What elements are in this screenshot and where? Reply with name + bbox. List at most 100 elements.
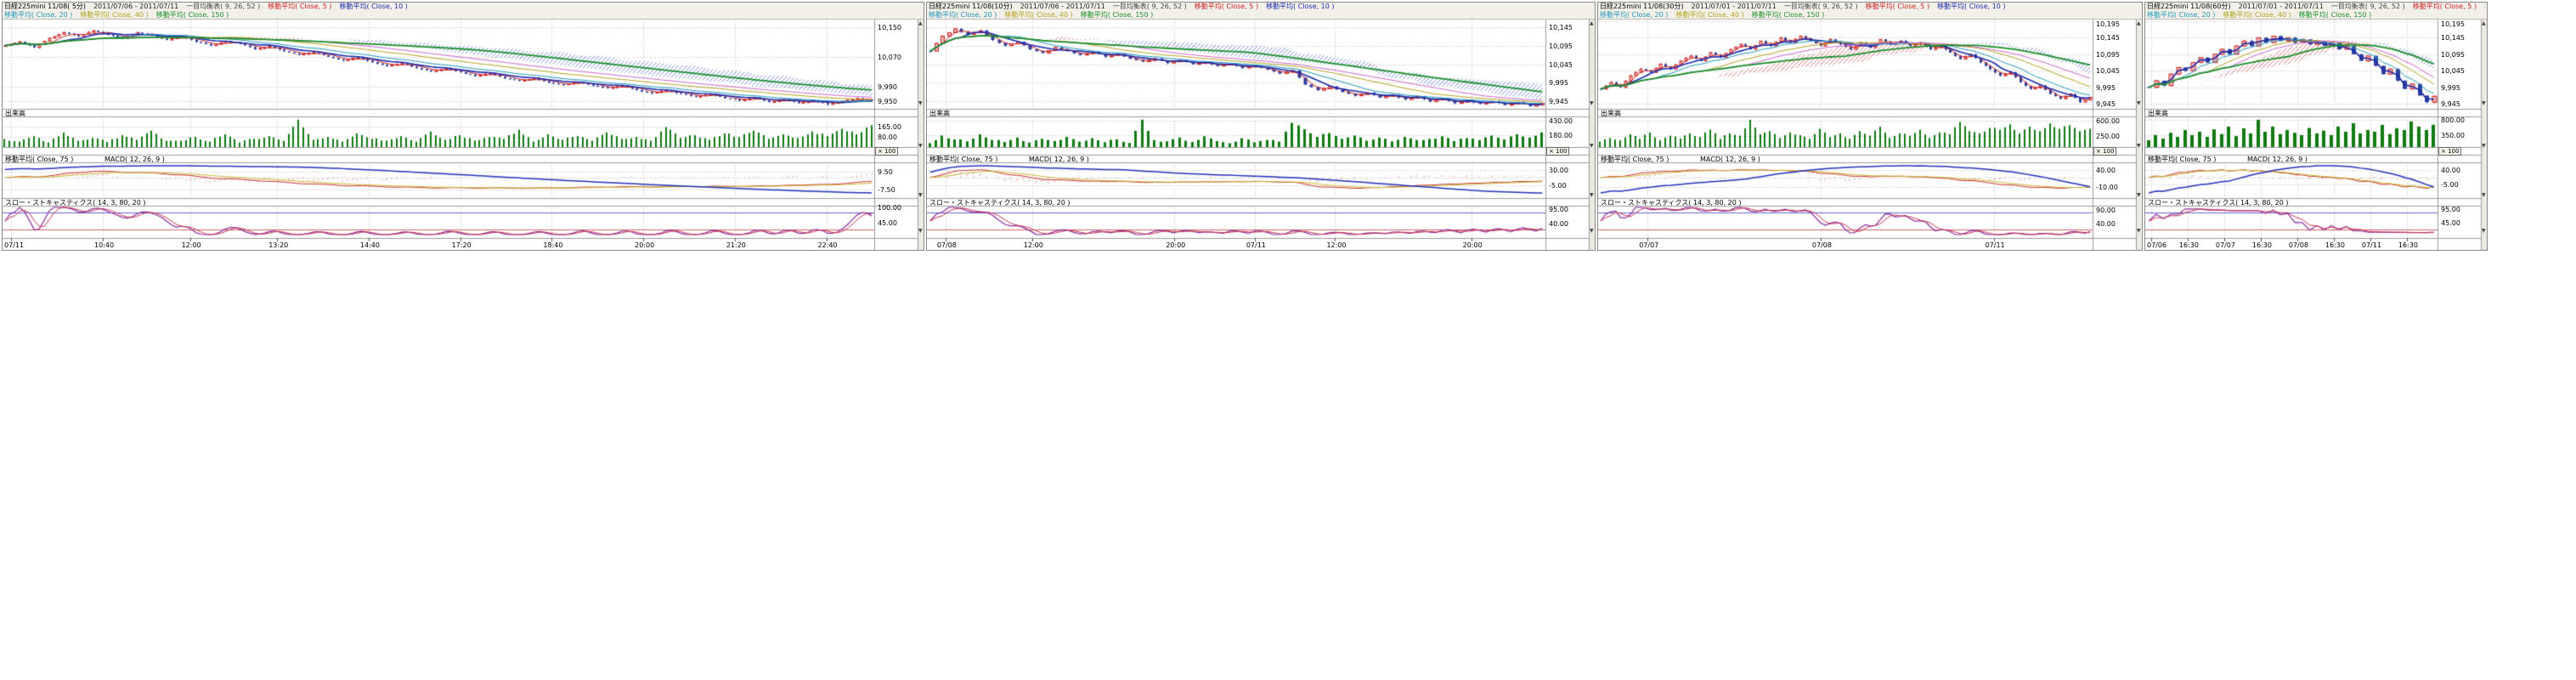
volume-section-label: 出来高	[5, 110, 25, 117]
legend-item: 移動平均( Close, 10 )	[2484, 3, 2485, 11]
scroll-down-icon[interactable]: ▼	[2482, 192, 2486, 198]
scroll-up-icon[interactable]: ▲	[918, 20, 923, 26]
chart-date-range: 2011/07/06 - 2011/07/11	[1020, 3, 1105, 10]
volume-axis-tick: 80.00	[878, 133, 897, 142]
legend-item: 移動平均( Close, 40 )	[1675, 11, 1744, 19]
time-axis-tick: 20:00	[635, 241, 655, 249]
time-axis-tick: 10:40	[93, 241, 115, 249]
scroll-up-icon[interactable]: ▲	[2482, 20, 2486, 26]
price-axis-tick: 9,945	[1549, 98, 1568, 106]
header-row-2: 移動平均( Close, 20 ) 移動平均( Close, 40 ) 移動平均( …	[4, 11, 922, 19]
price-chart-canvas[interactable]	[1598, 20, 2142, 250]
price-chart-canvas[interactable]	[3, 20, 924, 250]
chart-date-range: 2011/07/06 - 2011/07/11	[93, 3, 179, 10]
price-chart-canvas[interactable]	[927, 20, 1595, 250]
time-axis-tick: 17:20	[451, 241, 472, 249]
header-row-2: 移動平均( Close, 20 ) 移動平均( Close, 40 ) 移動平均( …	[929, 11, 1593, 19]
stochastics-section-label: スロー・ストキャスティクス( 14, 3, 80, 20 )	[5, 199, 146, 207]
price-axis-tick: 9,945	[2441, 100, 2460, 109]
scroll-down-icon[interactable]: ▼	[2137, 100, 2141, 106]
legend-item: 移動平均( Close, 5 )	[2412, 3, 2477, 10]
scroll-down-icon[interactable]: ▼	[2137, 143, 2141, 149]
volume-axis-tick: 350.00	[2441, 131, 2465, 139]
scroll-down-icon[interactable]: ▼	[1590, 192, 1594, 198]
legend-item: 移動平均( Close, 10 )	[1266, 3, 1335, 10]
scroll-down-icon[interactable]: ▼	[2137, 192, 2141, 198]
legend-item: 一目均衡表( 9, 26, 52 )	[1112, 3, 1187, 10]
stochastics-axis-tick: 90.00	[2096, 207, 2116, 215]
scroll-down-icon[interactable]: ▼	[2482, 100, 2486, 106]
scroll-down-icon[interactable]: ▼	[918, 143, 923, 149]
time-axis-tick: 07/08	[2288, 241, 2308, 249]
time-axis-tick: 13:20	[268, 241, 289, 249]
macd-section-label: MACD( 12, 26, 9 )	[1700, 156, 1760, 163]
macd-axis-tick: 40.00	[2441, 167, 2460, 175]
stochastics-section-label: スロー・ストキャスティクス( 14, 3, 80, 20 )	[929, 199, 1071, 207]
scroll-up-icon[interactable]: ▲	[2137, 20, 2141, 26]
scroll-down-icon[interactable]: ▼	[2137, 228, 2141, 234]
macd-section-label-ma: 移動平均( Close, 75 )	[2148, 156, 2217, 163]
legend-item: 移動平均( Close, 20 )	[4, 11, 73, 19]
chart-panel-10min: 日経225mini 11/08(10分) 2011/07/06 - 2011/07…	[926, 2, 1596, 251]
scroll-up-icon[interactable]: ▲	[1590, 20, 1594, 26]
scroll-down-icon[interactable]: ▼	[1590, 143, 1594, 149]
volume-section-label: 出来高	[2148, 110, 2168, 117]
time-axis-tick: 21:20	[726, 241, 746, 249]
legend-item: 一目均衡表( 9, 26, 52 )	[1783, 3, 1858, 10]
header-row-1: 日経225mini 11/08(30分) 2011/07/01 - 2011/07…	[1600, 3, 2140, 11]
price-axis-tick: 10,195	[2441, 20, 2465, 28]
time-axis-tick: 20:00	[1166, 241, 1186, 249]
scale-badge: × 100	[2438, 147, 2462, 156]
chart-date-range: 2011/07/01 - 2011/07/11	[2238, 3, 2324, 10]
price-axis-tick: 10,150	[878, 23, 901, 31]
time-axis-tick: 07/11	[1246, 241, 1266, 249]
time-axis-tick: 16:30	[2398, 241, 2418, 249]
scroll-down-icon[interactable]: ▼	[918, 192, 923, 198]
chart-title: 日経225mini 11/08(30分)	[1600, 3, 1684, 10]
price-axis-tick: 9,995	[1549, 79, 1568, 88]
stochastics-section-label: スロー・ストキャスティクス( 14, 3, 80, 20 )	[2148, 199, 2289, 207]
scroll-down-icon[interactable]: ▼	[2482, 143, 2486, 149]
time-axis-tick: 16:30	[2251, 241, 2272, 249]
scroll-down-icon[interactable]: ▼	[2482, 228, 2486, 234]
time-axis-tick: 07/07	[1639, 241, 1659, 249]
header-row-1: 日経225mini 11/08(10分) 2011/07/06 - 2011/07…	[929, 3, 1593, 11]
panel-header: 日経225mini 11/08(30分) 2011/07/01 - 2011/07…	[1598, 3, 2142, 20]
chart-title: 日経225mini 11/08(10分)	[929, 3, 1013, 10]
time-axis-tick: 07/11	[1985, 241, 2005, 249]
price-axis-tick: 10,145	[1549, 23, 1573, 31]
stochastics-axis-tick: 45.00	[878, 218, 897, 227]
time-axis-tick: 12:00	[1023, 241, 1043, 249]
macd-section-label-ma: 移動平均( Close, 75 )	[1601, 156, 1669, 163]
volume-axis-tick: 250.00	[2096, 132, 2120, 140]
legend-item: 移動平均( Close, 150 )	[1751, 11, 1825, 19]
scroll-down-icon[interactable]: ▼	[1590, 228, 1594, 234]
scale-badge: × 100	[1546, 147, 1570, 156]
stochastics-axis-tick: 40.00	[2096, 220, 2116, 229]
price-axis-tick: 9,990	[878, 82, 897, 91]
macd-axis-tick: 40.00	[2096, 167, 2116, 175]
macd-axis-tick: -5.00	[2441, 181, 2459, 190]
time-axis-tick: 14:40	[359, 241, 380, 249]
legend-item: 移動平均( Close, 5 )	[1194, 3, 1259, 10]
scroll-down-icon[interactable]: ▼	[918, 228, 923, 234]
scroll-down-icon[interactable]: ▼	[1590, 100, 1594, 106]
price-axis-tick: 9,945	[2096, 100, 2116, 109]
header-row-1: 日経225mini 11/08( 5分) 2011/07/06 - 2011/07…	[4, 3, 922, 11]
legend-item: 移動平均( Close, 10 )	[1937, 3, 2006, 10]
macd-section-label: MACD( 12, 26, 9 )	[105, 156, 165, 163]
scroll-down-icon[interactable]: ▼	[918, 100, 923, 106]
time-axis-tick: 07/06	[2147, 241, 2167, 249]
legend-item: 一目均衡表( 9, 26, 52 )	[186, 3, 261, 10]
price-axis-tick: 10,070	[878, 53, 901, 61]
price-axis-tick: 10,195	[2096, 20, 2120, 28]
volume-section-label: 出来高	[929, 110, 950, 117]
time-axis-tick: 16:30	[2325, 241, 2345, 249]
scale-badge: × 100	[2093, 147, 2117, 156]
chart-panel-5min: 日経225mini 11/08( 5分) 2011/07/06 - 2011/07…	[2, 2, 924, 251]
chart-panel-30min: 日経225mini 11/08(30分) 2011/07/01 - 2011/07…	[1597, 2, 2143, 251]
macd-section-label: MACD( 12, 26, 9 )	[1029, 156, 1089, 163]
price-axis-tick: 9,995	[2096, 83, 2116, 92]
price-chart-canvas[interactable]	[2145, 20, 2487, 250]
legend-item: 移動平均( Close, 150 )	[155, 11, 229, 19]
